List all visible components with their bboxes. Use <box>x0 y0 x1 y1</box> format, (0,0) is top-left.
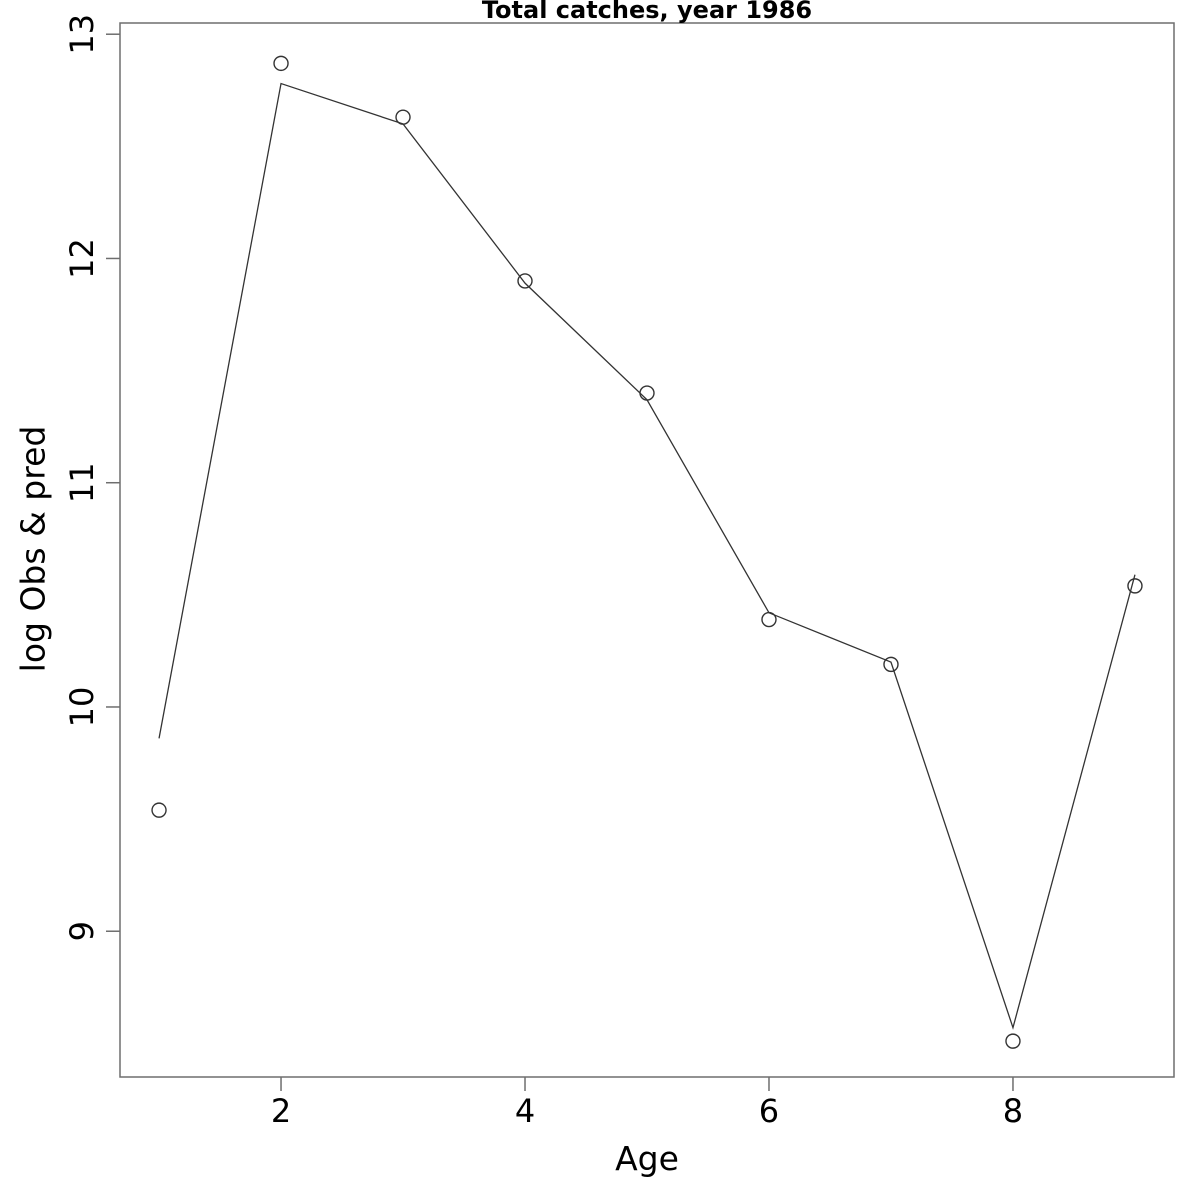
x-axis-tick-label: 6 <box>759 1092 779 1130</box>
observed-point <box>273 55 289 72</box>
observed-point <box>639 385 655 401</box>
x-axis-label: Age <box>615 1139 679 1178</box>
observed-point <box>395 109 411 125</box>
plot-frame <box>119 22 1175 1078</box>
x-axis-tick-label: 2 <box>271 1092 291 1130</box>
x-axis-tick-label: 8 <box>1003 1092 1023 1130</box>
observed-point <box>883 656 899 673</box>
chart-title: Total catches, year 1986 <box>481 0 813 24</box>
y-axis-tick-label: 10 <box>63 687 101 728</box>
y-axis-tick-label: 13 <box>63 14 101 55</box>
observed-point <box>761 611 777 628</box>
predicted-line <box>158 82 1136 1030</box>
observed-point <box>151 802 167 818</box>
y-axis-tick-label: 12 <box>63 238 101 279</box>
y-axis-label: log Obs & pred <box>13 425 53 673</box>
y-axis-tick-label: 9 <box>63 921 101 941</box>
x-axis-tick-label: 4 <box>515 1092 535 1130</box>
y-axis-tick-label: 11 <box>63 462 101 503</box>
observed-point <box>1005 1033 1021 1049</box>
observed-point <box>1127 578 1143 594</box>
observed-point <box>517 273 533 289</box>
